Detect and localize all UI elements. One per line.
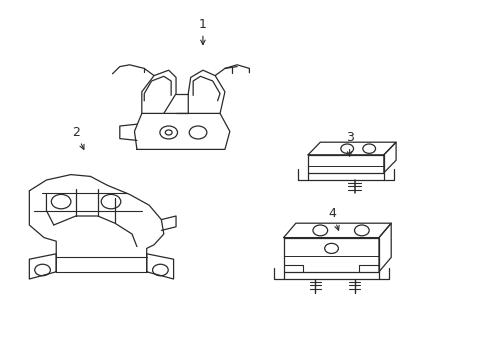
Text: 4: 4 <box>328 207 339 230</box>
Text: 2: 2 <box>72 126 84 149</box>
Text: 1: 1 <box>199 18 206 45</box>
Text: 3: 3 <box>345 131 353 156</box>
